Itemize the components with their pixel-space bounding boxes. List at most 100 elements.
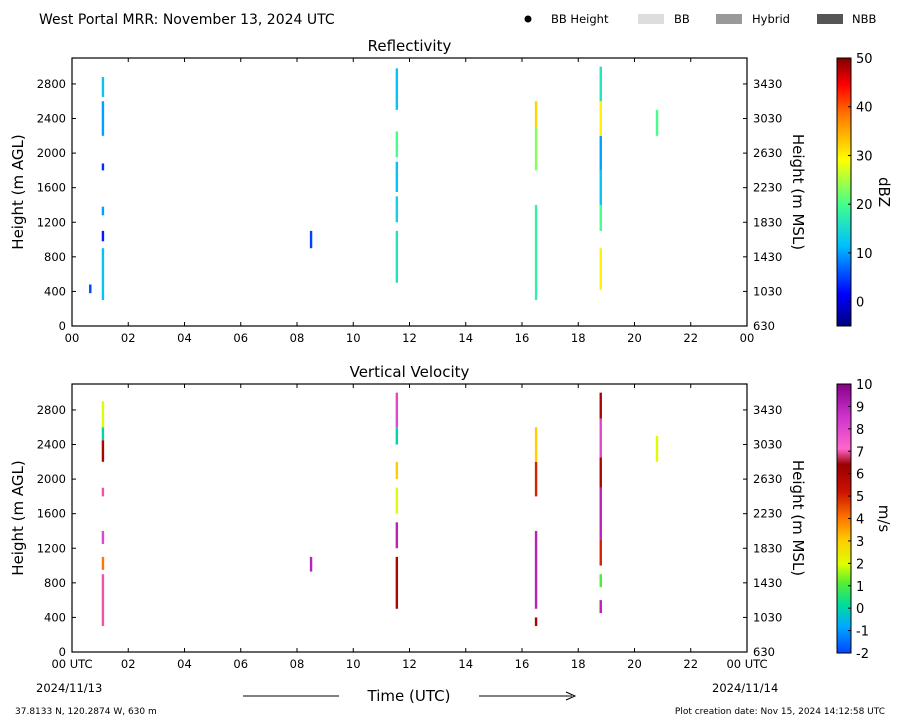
x-tick-label: 10	[346, 331, 361, 345]
echo-column	[599, 170, 602, 205]
x-tick-label: 18	[571, 331, 586, 345]
plot-frame	[71, 383, 748, 653]
colorbar-tick-label: 9	[856, 400, 864, 415]
legend-nbb-swatch	[817, 14, 843, 24]
x-tick-label: 14	[458, 331, 473, 345]
plot-frame	[71, 57, 748, 327]
echo-column	[534, 461, 538, 497]
echo-column	[395, 461, 399, 480]
echo-column	[101, 427, 105, 441]
y-right-tick-label: 1830	[753, 215, 782, 229]
echo-column	[101, 530, 105, 544]
time-axis-label: Time (UTC)	[367, 687, 451, 705]
colorbar-label: dBZ	[875, 177, 893, 207]
x-tick-label: 18	[571, 657, 586, 671]
colorbar-tick-label: 50	[856, 52, 873, 67]
x-tick-label: 04	[177, 331, 192, 345]
x-tick-label: 02	[121, 331, 136, 345]
echo-column	[309, 230, 313, 249]
colorbar-tick-label: 4	[856, 513, 864, 528]
echo-column	[599, 418, 602, 458]
x-tick-label: 00	[65, 331, 80, 345]
y-axis-label-left: Height (m AGL)	[9, 134, 27, 249]
y-tick-label: 1600	[37, 507, 66, 521]
colorbar-tick-label: 10	[856, 247, 873, 262]
echo-column	[599, 204, 602, 231]
x-tick-label: 16	[515, 331, 530, 345]
y-right-tick-label: 1430	[753, 576, 782, 590]
y-axis-label-right: Height (m MSL)	[789, 460, 807, 576]
echo-column	[395, 196, 399, 223]
y-right-tick-label: 3430	[753, 403, 782, 417]
x-tick-label: 08	[290, 331, 305, 345]
y-right-tick-label: 2230	[753, 181, 782, 195]
y-right-tick-label: 1030	[753, 610, 782, 624]
colorbar-tick-label: 1	[856, 580, 864, 595]
echo-layer	[101, 392, 659, 627]
colorbar	[836, 57, 852, 327]
echo-column	[101, 574, 105, 627]
start-date-label: 2024/11/13	[36, 681, 102, 695]
colorbar-tick-label: 0	[856, 602, 864, 617]
echo-column	[599, 392, 602, 419]
y-right-tick-label: 3030	[753, 112, 782, 126]
y-axis-label-right: Height (m MSL)	[789, 134, 807, 250]
y-tick-label: 400	[44, 284, 66, 298]
colorbar-tick-label: 30	[856, 149, 873, 164]
echo-column	[101, 556, 105, 570]
echo-column	[89, 284, 92, 294]
echo-column	[395, 487, 399, 514]
echo-column	[101, 101, 105, 136]
y-tick-label: 800	[44, 250, 66, 264]
y-tick-label: 800	[44, 576, 66, 590]
y-right-tick-label: 630	[753, 319, 775, 333]
y-right-tick-label: 2630	[753, 146, 782, 160]
x-tick-label: 20	[627, 331, 642, 345]
echo-column	[395, 556, 399, 609]
echo-column	[395, 427, 399, 445]
x-tick-label: 12	[402, 331, 417, 345]
echo-column	[534, 617, 538, 627]
x-tick-label: 12	[402, 657, 417, 671]
echo-column	[534, 101, 538, 128]
y-right-tick-label: 1830	[753, 541, 782, 555]
echo-column	[101, 77, 105, 97]
end-date-label: 2024/11/14	[712, 681, 778, 695]
echo-column	[599, 101, 602, 136]
echo-column	[599, 487, 602, 540]
echo-column	[101, 487, 105, 497]
legend-bb-label: BB	[674, 12, 690, 26]
echo-column	[599, 135, 602, 171]
figure-title: West Portal MRR: November 13, 2024 UTC	[39, 12, 335, 28]
echo-column	[395, 230, 399, 283]
y-axis-label-left: Height (m AGL)	[9, 460, 27, 575]
echo-column	[599, 574, 602, 588]
legend-hybrid-label: Hybrid	[752, 12, 790, 26]
y-tick-label: 2800	[37, 77, 66, 91]
plot-creation-date: Plot creation date: Nov 15, 2024 14:12:5…	[675, 707, 885, 717]
colorbar-tick-label: 3	[856, 535, 864, 550]
y-right-tick-label: 630	[753, 645, 775, 659]
echo-column	[309, 556, 313, 572]
y-right-tick-label: 2230	[753, 507, 782, 521]
x-tick-label: 14	[458, 657, 473, 671]
y-right-tick-label: 3030	[753, 438, 782, 452]
echo-column	[599, 600, 602, 614]
colorbar-tick-label: -2	[856, 647, 869, 662]
colorbar-tick-label: 20	[856, 198, 873, 213]
x-tick-label: 10	[346, 657, 361, 671]
echo-column	[395, 522, 399, 549]
y-right-tick-label: 3430	[753, 77, 782, 91]
colorbar-tick-label: 2	[856, 557, 864, 572]
echo-column	[395, 131, 399, 158]
colorbar-tick-label: 7	[856, 445, 864, 460]
x-tick-label: 00 UTC	[51, 657, 92, 671]
y-tick-label: 2000	[37, 146, 66, 160]
echo-column	[534, 127, 538, 171]
echo-column	[655, 435, 659, 462]
echo-column	[534, 427, 538, 462]
y-tick-label: 1600	[37, 181, 66, 195]
